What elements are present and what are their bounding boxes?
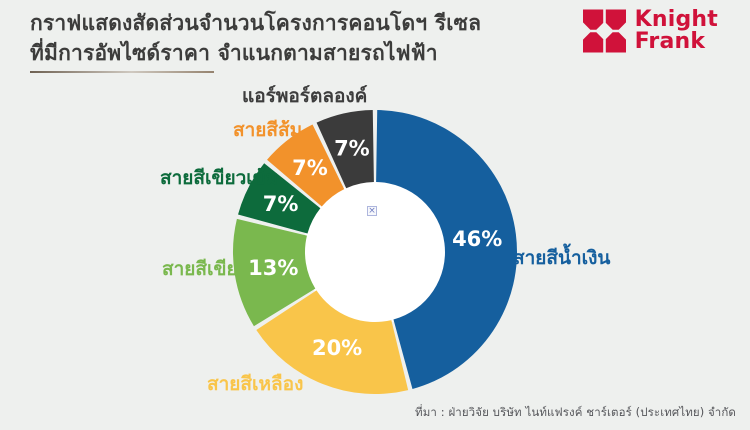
source-credit: ที่มา : ฝ่ายวิจัย บริษัท ไนท์แฟรงค์ ชาร์… <box>415 405 736 419</box>
pie-segment-3 <box>238 163 321 234</box>
broken-image-icon: × <box>367 206 377 216</box>
logo-word-knight: Knight <box>634 7 718 32</box>
segment-value-label-3: 7% <box>263 192 299 216</box>
pie-segment-0 <box>376 110 518 389</box>
segment-value-label-0: 46% <box>452 227 502 251</box>
pie-segment-5 <box>316 110 374 189</box>
segment-value-label-4: 7% <box>292 156 328 180</box>
knight-frank-logo: Knight Frank <box>582 8 718 54</box>
page-title: กราฟแสดงสัดส่วนจำนวนโครงการคอนโดฯ รีเซล … <box>30 8 490 69</box>
segment-label-airport-link: แอร์พอร์ตลองค์ <box>242 85 368 107</box>
segment-value-label-5: 7% <box>334 137 370 161</box>
knight-frank-mark-icon <box>582 9 626 53</box>
donut-hole <box>303 180 447 324</box>
knight-frank-wordmark: Knight Frank <box>635 8 718 54</box>
segment-value-label-2: 13% <box>248 256 298 280</box>
segment-label-green-line: สายสีเขียว <box>162 258 249 280</box>
segment-label-dark-green-line: สายสีเขียวเข้ม <box>160 167 279 189</box>
pie-segment-1 <box>256 290 409 395</box>
segment-label-blue-line: สายสีน้ำเงิน <box>513 247 611 269</box>
title-underline <box>30 71 214 73</box>
segment-value-label-1: 20% <box>312 336 362 360</box>
title-line-1: กราฟแสดงสัดส่วนจำนวนโครงการคอนโดฯ รีเซล <box>30 11 482 35</box>
pie-segment-2 <box>232 218 316 327</box>
logo-word-frank: Frank <box>634 29 706 55</box>
segment-label-orange-line: สายสีส้ม <box>233 119 303 141</box>
pie-segment-4 <box>267 124 345 207</box>
segment-label-yellow-line: สายสีเหลือง <box>207 373 304 395</box>
title-line-2: ที่มีการอัพไซด์ราคา จำแนกตามสายรถไฟฟ้า <box>30 41 438 66</box>
